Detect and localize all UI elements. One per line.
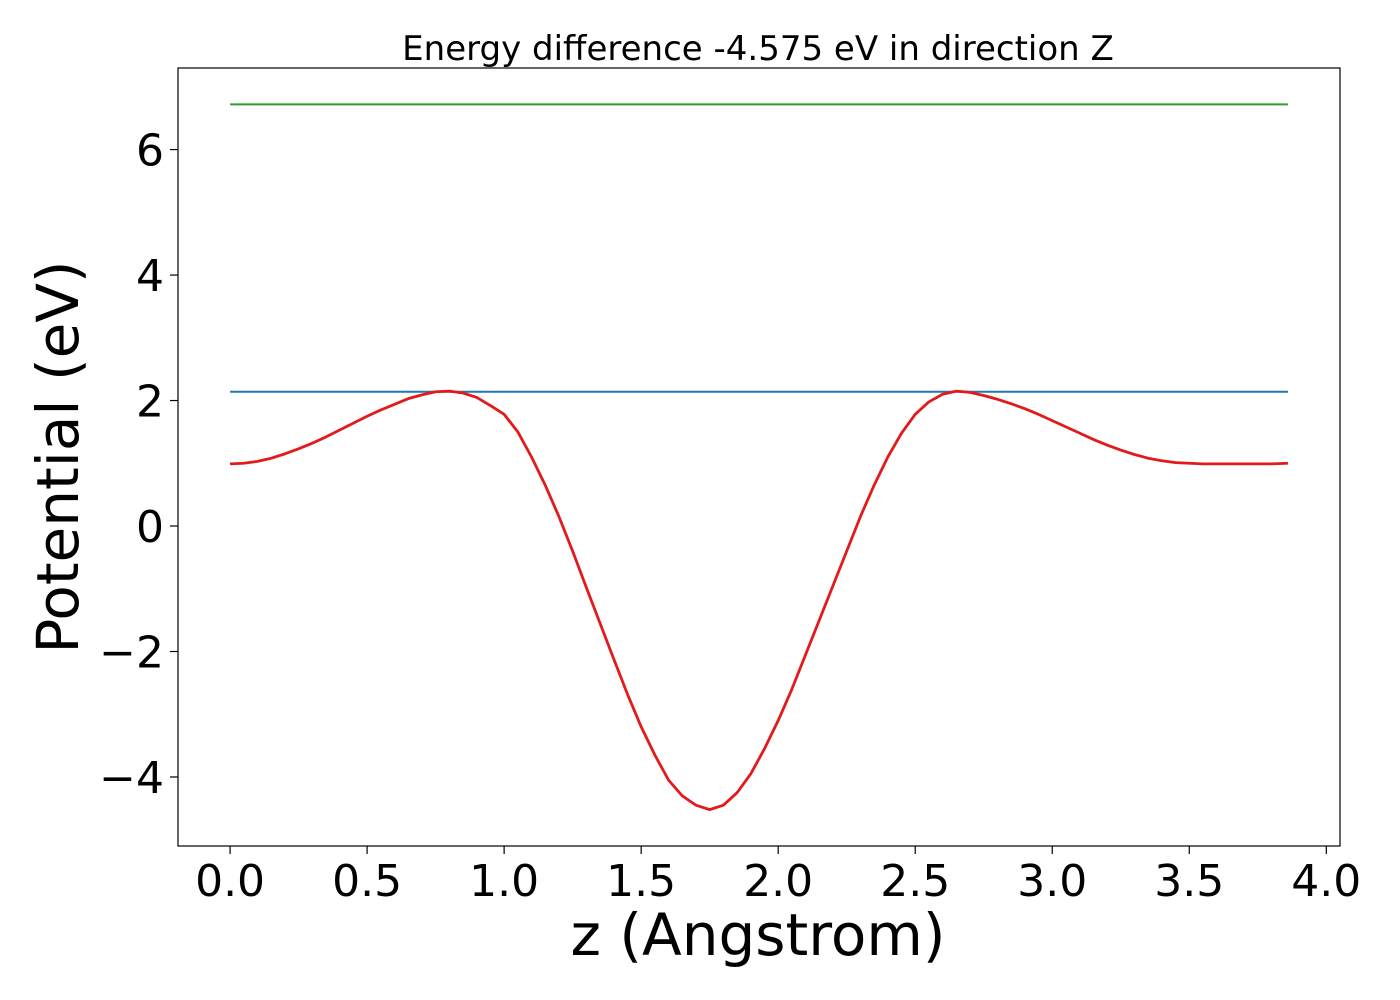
plot-lines [230, 103, 1288, 812]
y-axis-ticks: −4 −2 0 2 4 6 [99, 126, 178, 804]
x-tick-label-2: 1.0 [469, 856, 539, 907]
y-tick-label-1: −2 [99, 628, 164, 679]
chart-title: Energy difference -4.575 eV in direction… [402, 29, 1114, 69]
y-tick-label-4: 4 [136, 251, 164, 302]
y-axis-label: Potential (eV) [24, 260, 92, 653]
x-tick-label-7: 3.5 [1154, 856, 1224, 907]
x-axis-ticks: 0.0 0.5 1.0 1.5 2.0 2.5 3.0 3.5 4.0 [195, 846, 1361, 907]
x-tick-label-1: 0.5 [332, 856, 402, 907]
series-line-2 [230, 389, 1288, 812]
y-tick-label-0: −4 [99, 753, 164, 804]
x-tick-label-4: 2.0 [743, 856, 813, 907]
y-tick-label-3: 2 [136, 377, 164, 428]
plot-frame [177, 67, 1341, 847]
y-tick-label-5: 6 [136, 126, 164, 177]
y-tick-label-2: 0 [136, 502, 164, 553]
x-tick-label-6: 3.0 [1017, 856, 1087, 907]
x-axis-label: z (Angstrom) [571, 901, 946, 969]
x-tick-label-5: 2.5 [880, 856, 950, 907]
x-tick-label-3: 1.5 [606, 856, 676, 907]
x-tick-label-0: 0.0 [195, 856, 265, 907]
x-tick-label-8: 4.0 [1291, 856, 1361, 907]
